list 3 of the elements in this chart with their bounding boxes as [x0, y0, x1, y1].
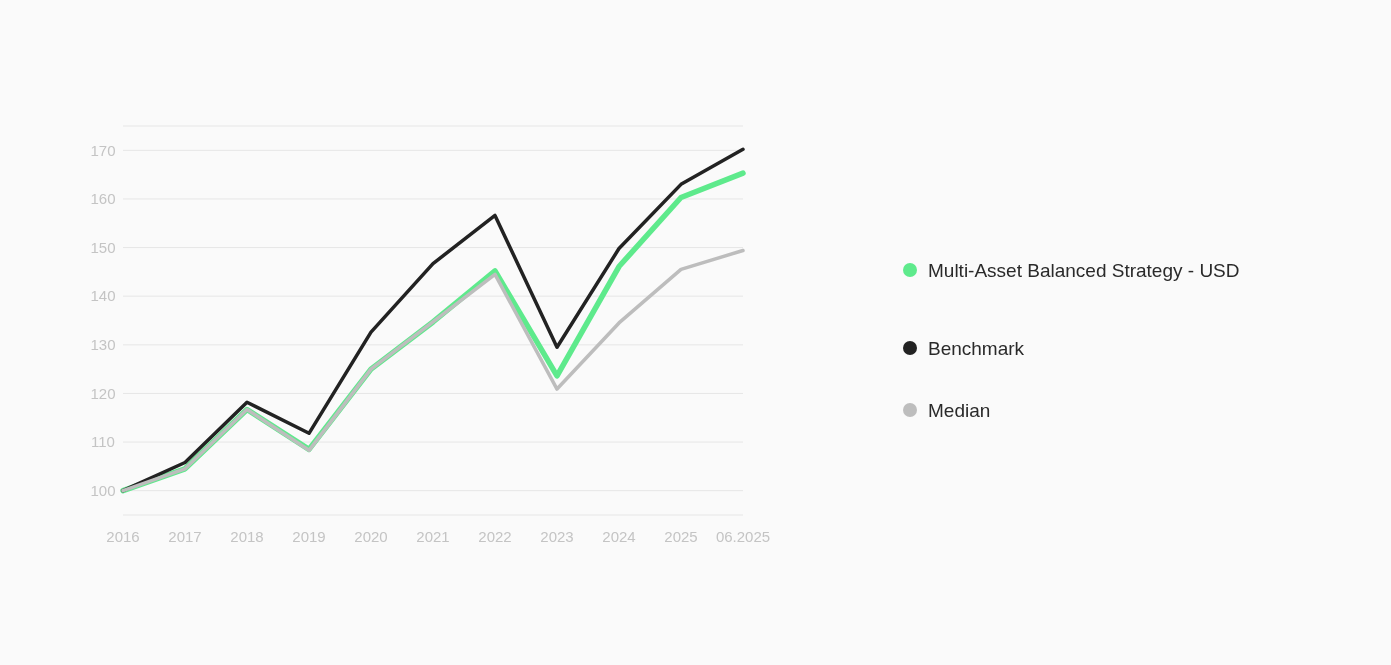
legend-label: Multi-Asset Balanced Strategy - USD — [928, 259, 1240, 281]
legend-label: Median — [928, 399, 991, 421]
legend-label: Benchmark — [928, 337, 1025, 359]
